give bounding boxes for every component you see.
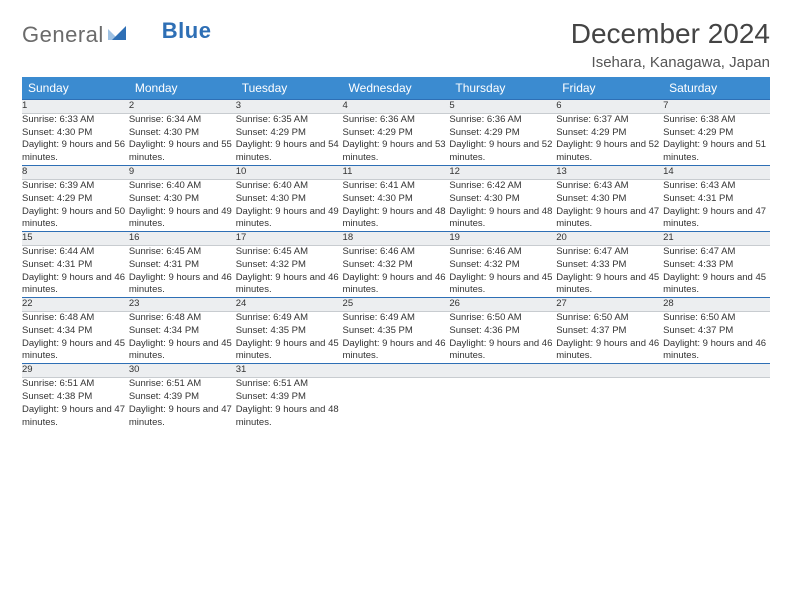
day-detail-cell: Sunrise: 6:44 AMSunset: 4:31 PMDaylight:… bbox=[22, 245, 129, 297]
location-label: Isehara, Kanagawa, Japan bbox=[571, 54, 770, 71]
day-number-cell: 14 bbox=[663, 166, 770, 180]
day-detail-cell: Sunrise: 6:49 AMSunset: 4:35 PMDaylight:… bbox=[343, 312, 450, 364]
day-number-cell: 21 bbox=[663, 232, 770, 246]
day-detail-cell: Sunrise: 6:41 AMSunset: 4:30 PMDaylight:… bbox=[343, 179, 450, 231]
day-number-cell: 6 bbox=[556, 100, 663, 114]
day-number-cell: 19 bbox=[449, 232, 556, 246]
brand-part1: General bbox=[22, 22, 104, 48]
day-number-cell: 2 bbox=[129, 100, 236, 114]
day-number-cell: 9 bbox=[129, 166, 236, 180]
day-detail-cell: Sunrise: 6:36 AMSunset: 4:29 PMDaylight:… bbox=[449, 113, 556, 165]
day-detail-cell: Sunrise: 6:40 AMSunset: 4:30 PMDaylight:… bbox=[236, 179, 343, 231]
day-detail-cell: Sunrise: 6:35 AMSunset: 4:29 PMDaylight:… bbox=[236, 113, 343, 165]
day-number-cell: 13 bbox=[556, 166, 663, 180]
day-detail-cell: Sunrise: 6:43 AMSunset: 4:30 PMDaylight:… bbox=[556, 179, 663, 231]
day-number-cell: 24 bbox=[236, 298, 343, 312]
day-detail-cell bbox=[449, 378, 556, 430]
day-number-cell bbox=[449, 364, 556, 378]
day-number-cell: 20 bbox=[556, 232, 663, 246]
day-detail-row: Sunrise: 6:33 AMSunset: 4:30 PMDaylight:… bbox=[22, 113, 770, 165]
weekday-header: Tuesday bbox=[236, 77, 343, 100]
day-detail-cell: Sunrise: 6:47 AMSunset: 4:33 PMDaylight:… bbox=[556, 245, 663, 297]
day-number-row: 891011121314 bbox=[22, 166, 770, 180]
day-detail-cell: Sunrise: 6:45 AMSunset: 4:32 PMDaylight:… bbox=[236, 245, 343, 297]
day-detail-cell: Sunrise: 6:49 AMSunset: 4:35 PMDaylight:… bbox=[236, 312, 343, 364]
day-number-cell: 23 bbox=[129, 298, 236, 312]
calendar-body: 1234567Sunrise: 6:33 AMSunset: 4:30 PMDa… bbox=[22, 100, 770, 430]
day-detail-cell: Sunrise: 6:34 AMSunset: 4:30 PMDaylight:… bbox=[129, 113, 236, 165]
day-number-cell: 29 bbox=[22, 364, 129, 378]
day-number-cell: 4 bbox=[343, 100, 450, 114]
month-title: December 2024 bbox=[571, 18, 770, 50]
day-number-cell: 7 bbox=[663, 100, 770, 114]
day-detail-row: Sunrise: 6:48 AMSunset: 4:34 PMDaylight:… bbox=[22, 312, 770, 364]
calendar-page: General Blue December 2024 Isehara, Kana… bbox=[0, 0, 792, 429]
weekday-header: Sunday bbox=[22, 77, 129, 100]
day-number-row: 15161718192021 bbox=[22, 232, 770, 246]
title-block: December 2024 Isehara, Kanagawa, Japan bbox=[571, 18, 770, 71]
day-detail-cell: Sunrise: 6:39 AMSunset: 4:29 PMDaylight:… bbox=[22, 179, 129, 231]
day-detail-row: Sunrise: 6:39 AMSunset: 4:29 PMDaylight:… bbox=[22, 179, 770, 231]
logo-triangle-icon bbox=[108, 24, 128, 47]
day-number-cell: 26 bbox=[449, 298, 556, 312]
day-number-row: 22232425262728 bbox=[22, 298, 770, 312]
day-detail-cell: Sunrise: 6:38 AMSunset: 4:29 PMDaylight:… bbox=[663, 113, 770, 165]
day-number-cell: 28 bbox=[663, 298, 770, 312]
day-number-row: 1234567 bbox=[22, 100, 770, 114]
day-number-cell: 17 bbox=[236, 232, 343, 246]
day-detail-cell: Sunrise: 6:36 AMSunset: 4:29 PMDaylight:… bbox=[343, 113, 450, 165]
day-number-cell: 22 bbox=[22, 298, 129, 312]
day-detail-cell: Sunrise: 6:33 AMSunset: 4:30 PMDaylight:… bbox=[22, 113, 129, 165]
day-detail-cell: Sunrise: 6:48 AMSunset: 4:34 PMDaylight:… bbox=[129, 312, 236, 364]
day-detail-cell: Sunrise: 6:43 AMSunset: 4:31 PMDaylight:… bbox=[663, 179, 770, 231]
weekday-header: Wednesday bbox=[343, 77, 450, 100]
day-number-cell: 8 bbox=[22, 166, 129, 180]
day-detail-cell: Sunrise: 6:46 AMSunset: 4:32 PMDaylight:… bbox=[343, 245, 450, 297]
weekday-header: Monday bbox=[129, 77, 236, 100]
day-detail-cell: Sunrise: 6:51 AMSunset: 4:39 PMDaylight:… bbox=[236, 378, 343, 430]
day-number-cell bbox=[556, 364, 663, 378]
day-number-cell: 10 bbox=[236, 166, 343, 180]
weekday-header: Friday bbox=[556, 77, 663, 100]
day-number-cell: 27 bbox=[556, 298, 663, 312]
day-number-cell: 15 bbox=[22, 232, 129, 246]
day-detail-cell bbox=[343, 378, 450, 430]
day-number-cell: 11 bbox=[343, 166, 450, 180]
day-number-cell: 5 bbox=[449, 100, 556, 114]
day-number-row: 293031 bbox=[22, 364, 770, 378]
day-number-cell: 3 bbox=[236, 100, 343, 114]
day-number-cell: 18 bbox=[343, 232, 450, 246]
day-number-cell: 12 bbox=[449, 166, 556, 180]
day-detail-cell: Sunrise: 6:50 AMSunset: 4:37 PMDaylight:… bbox=[556, 312, 663, 364]
day-detail-cell: Sunrise: 6:42 AMSunset: 4:30 PMDaylight:… bbox=[449, 179, 556, 231]
weekday-header-row: Sunday Monday Tuesday Wednesday Thursday… bbox=[22, 77, 770, 100]
day-detail-cell: Sunrise: 6:40 AMSunset: 4:30 PMDaylight:… bbox=[129, 179, 236, 231]
day-number-cell: 1 bbox=[22, 100, 129, 114]
day-detail-cell: Sunrise: 6:51 AMSunset: 4:38 PMDaylight:… bbox=[22, 378, 129, 430]
day-detail-cell bbox=[663, 378, 770, 430]
day-number-cell: 31 bbox=[236, 364, 343, 378]
page-header: General Blue December 2024 Isehara, Kana… bbox=[22, 18, 770, 71]
day-detail-cell: Sunrise: 6:51 AMSunset: 4:39 PMDaylight:… bbox=[129, 378, 236, 430]
day-detail-cell: Sunrise: 6:45 AMSunset: 4:31 PMDaylight:… bbox=[129, 245, 236, 297]
day-number-cell: 25 bbox=[343, 298, 450, 312]
day-detail-cell: Sunrise: 6:50 AMSunset: 4:36 PMDaylight:… bbox=[449, 312, 556, 364]
day-number-cell bbox=[663, 364, 770, 378]
day-detail-cell: Sunrise: 6:50 AMSunset: 4:37 PMDaylight:… bbox=[663, 312, 770, 364]
day-number-cell: 30 bbox=[129, 364, 236, 378]
day-detail-cell bbox=[556, 378, 663, 430]
day-detail-cell: Sunrise: 6:46 AMSunset: 4:32 PMDaylight:… bbox=[449, 245, 556, 297]
weekday-header: Thursday bbox=[449, 77, 556, 100]
brand-logo: General Blue bbox=[22, 18, 211, 48]
day-detail-cell: Sunrise: 6:47 AMSunset: 4:33 PMDaylight:… bbox=[663, 245, 770, 297]
weekday-header: Saturday bbox=[663, 77, 770, 100]
day-detail-row: Sunrise: 6:51 AMSunset: 4:38 PMDaylight:… bbox=[22, 378, 770, 430]
calendar-table: Sunday Monday Tuesday Wednesday Thursday… bbox=[22, 77, 770, 429]
day-number-cell bbox=[343, 364, 450, 378]
day-detail-cell: Sunrise: 6:37 AMSunset: 4:29 PMDaylight:… bbox=[556, 113, 663, 165]
day-detail-cell: Sunrise: 6:48 AMSunset: 4:34 PMDaylight:… bbox=[22, 312, 129, 364]
brand-part2: Blue bbox=[162, 18, 212, 44]
day-number-cell: 16 bbox=[129, 232, 236, 246]
day-detail-row: Sunrise: 6:44 AMSunset: 4:31 PMDaylight:… bbox=[22, 245, 770, 297]
